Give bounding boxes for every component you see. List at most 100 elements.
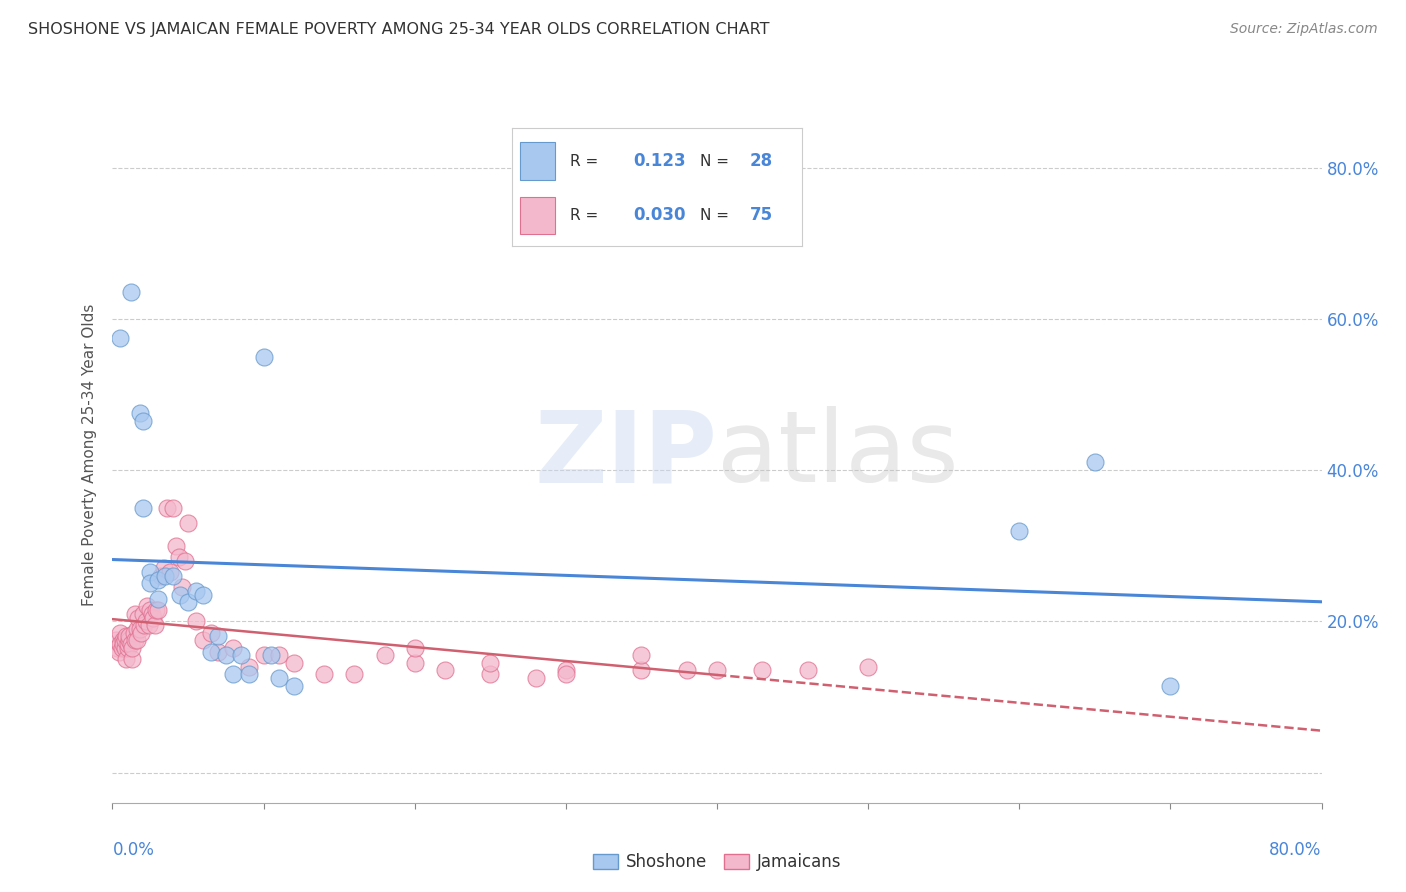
Point [343, 667, 366, 681]
Point [675, 664, 697, 678]
Point [121, 640, 143, 655]
Point [630, 664, 652, 678]
Point [314, 667, 336, 681]
Point [184, 584, 207, 599]
Point [124, 633, 146, 648]
Point [110, 640, 132, 655]
Point [146, 573, 169, 587]
Point [283, 656, 305, 670]
Point [114, 633, 136, 648]
Point [139, 576, 162, 591]
Point [207, 629, 229, 643]
Point [1159, 679, 1181, 693]
Point [796, 664, 818, 678]
Point [128, 406, 150, 420]
Point [122, 625, 145, 640]
Point [125, 633, 148, 648]
Point [155, 569, 177, 583]
Point [751, 664, 773, 678]
Point [128, 622, 150, 636]
Point [222, 667, 245, 681]
Point [135, 615, 157, 629]
Text: SHOSHONE VS JAMAICAN FEMALE POVERTY AMONG 25-34 YEAR OLDS CORRELATION CHART: SHOSHONE VS JAMAICAN FEMALE POVERTY AMON… [28, 22, 769, 37]
Point [267, 671, 290, 685]
Point [115, 652, 138, 666]
Point [139, 565, 162, 579]
Point [107, 644, 129, 658]
Point [404, 640, 426, 655]
Point [253, 648, 276, 663]
Point [108, 625, 131, 640]
Point [112, 633, 135, 648]
Legend: Shoshone, Jamaicans: Shoshone, Jamaicans [586, 847, 848, 878]
Point [138, 618, 160, 632]
Point [177, 595, 200, 609]
Point [114, 640, 136, 655]
Point [207, 644, 229, 658]
Point [404, 656, 426, 670]
Text: atlas: atlas [717, 407, 959, 503]
Point [153, 561, 176, 575]
Point [134, 618, 156, 632]
Point [115, 629, 138, 643]
Point [125, 622, 148, 636]
Point [145, 603, 167, 617]
Point [229, 648, 252, 663]
Point [191, 633, 214, 648]
Point [177, 516, 200, 530]
Point [118, 633, 141, 648]
Point [132, 607, 155, 621]
Point [554, 664, 576, 678]
Point [200, 625, 222, 640]
Point [374, 648, 396, 663]
Point [174, 554, 197, 568]
Point [184, 615, 207, 629]
Point [127, 610, 149, 624]
Point [165, 539, 187, 553]
Point [170, 580, 193, 594]
Y-axis label: Female Poverty Among 25-34 Year Olds: Female Poverty Among 25-34 Year Olds [82, 304, 97, 606]
Point [260, 648, 283, 663]
Point [120, 637, 142, 651]
Point [108, 637, 131, 651]
Point [146, 591, 169, 606]
Point [136, 599, 159, 614]
Point [554, 667, 576, 681]
Point [200, 644, 222, 658]
Point [129, 625, 152, 640]
Point [112, 637, 135, 651]
Point [104, 633, 127, 648]
Point [162, 500, 184, 515]
Point [105, 640, 128, 655]
Point [141, 607, 163, 621]
Point [121, 652, 143, 666]
Point [1008, 524, 1031, 538]
Point [132, 414, 155, 428]
Point [706, 664, 728, 678]
Text: 0.0%: 0.0% [112, 841, 155, 859]
Point [118, 629, 141, 643]
Point [283, 679, 305, 693]
Point [238, 659, 260, 673]
Text: ZIP: ZIP [534, 407, 717, 503]
Point [146, 603, 169, 617]
Point [169, 588, 191, 602]
Point [124, 607, 146, 621]
Point [479, 656, 502, 670]
Point [108, 331, 131, 345]
Point [120, 285, 142, 300]
Point [191, 588, 214, 602]
Point [1084, 455, 1107, 469]
Point [215, 648, 238, 663]
Point [479, 667, 502, 681]
Text: Source: ZipAtlas.com: Source: ZipAtlas.com [1230, 22, 1378, 37]
Point [222, 640, 245, 655]
Text: 80.0%: 80.0% [1270, 841, 1322, 859]
Point [433, 664, 456, 678]
Point [117, 640, 139, 655]
Point [856, 659, 880, 673]
Point [253, 350, 276, 364]
Point [139, 603, 162, 617]
Point [142, 610, 165, 624]
Point [167, 549, 190, 564]
